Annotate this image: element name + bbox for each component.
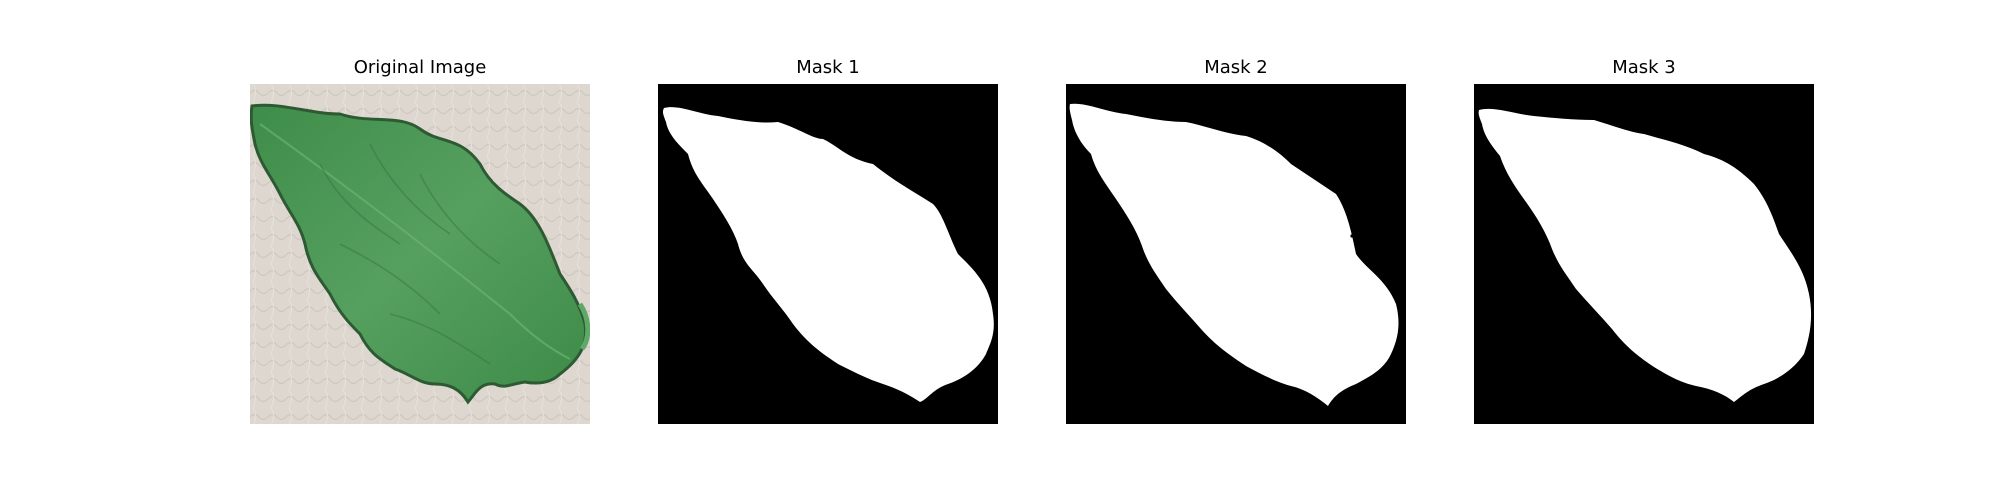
mask-1-image <box>658 84 998 424</box>
panel-mask-1: Mask 1 <box>658 0 998 500</box>
original-image <box>250 84 590 424</box>
leaf-photo <box>250 84 590 424</box>
panel-title: Mask 1 <box>796 57 860 78</box>
panel-original-image: Original Image <box>250 0 590 500</box>
mask-3 <box>1474 84 1814 424</box>
panel-title: Mask 2 <box>1204 57 1268 78</box>
mask-3-image <box>1474 84 1814 424</box>
mask-1 <box>658 84 998 424</box>
panel-mask-3: Mask 3 <box>1474 0 1814 500</box>
mask-2-image <box>1066 84 1406 424</box>
panel-title: Original Image <box>353 57 487 78</box>
panel-title: Mask 3 <box>1612 57 1676 78</box>
panel-mask-2: Mask 2 <box>1066 0 1406 500</box>
mask-2 <box>1066 84 1406 424</box>
